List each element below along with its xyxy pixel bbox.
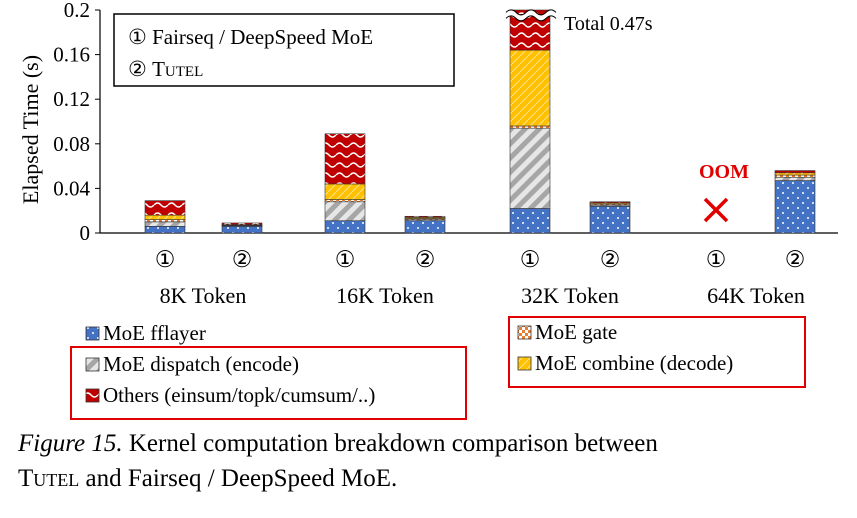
group-label: 64K Token <box>707 283 805 308</box>
bar-segment-others <box>144 200 186 216</box>
bar-label: ① <box>706 247 727 272</box>
y-tick-label: 0.12 <box>53 87 90 111</box>
bar-segment-fflayer <box>324 220 366 234</box>
legend-left: MoE fflayer MoE dispatch (encode) Others (… <box>85 321 375 407</box>
bar-segment-gate <box>774 174 816 178</box>
legend-swatch <box>85 388 100 403</box>
legend-label: MoE combine (decode) <box>535 351 733 375</box>
oom-cross <box>703 197 729 223</box>
bar-segment-fflayer <box>144 226 186 234</box>
bar-segment-gate <box>324 199 366 203</box>
total-annotation: Total 0.47s <box>564 13 653 35</box>
bar-segment-dispatch <box>774 176 816 181</box>
legend-label: MoE dispatch (encode) <box>103 352 299 376</box>
legend-label: Others (einsum/topk/cumsum/..) <box>103 383 375 407</box>
legend-right: MoE gate MoE combine (decode) <box>517 320 733 375</box>
legend-highlight-left <box>70 346 467 420</box>
caption-text-1: Kernel computation breakdown comparison … <box>122 430 658 457</box>
y-tick-label: 0.08 <box>53 132 90 156</box>
legend-label: MoE gate <box>535 320 617 344</box>
bar-label: ② <box>600 247 621 272</box>
bar-segment-combine <box>324 183 366 200</box>
axis-break <box>505 9 557 16</box>
bar-segment-combine <box>509 49 551 127</box>
bar-segment-fflayer <box>221 226 263 234</box>
legend-swatch <box>517 325 532 340</box>
bar-segment-combine <box>774 172 816 176</box>
bar-segment-others <box>774 170 816 174</box>
oom-label: OOM <box>699 161 749 183</box>
bar-label: ② <box>785 247 806 272</box>
caption-tutel: Tutel <box>18 465 80 492</box>
legend-highlight-right <box>508 316 806 388</box>
legend-swatch <box>85 357 100 372</box>
bar-label: ② <box>415 247 436 272</box>
bar-segment-others <box>324 133 366 185</box>
group-label: 16K Token <box>336 283 434 308</box>
y-axis-label: Elapsed Time (s) <box>18 55 43 204</box>
bar-segment-others <box>221 222 263 225</box>
y-tick-label: 0.2 <box>64 0 90 22</box>
bar-segment-dispatch <box>509 127 551 209</box>
axis-break <box>504 10 558 21</box>
axis-break <box>505 15 557 22</box>
bar-label: ② <box>232 247 253 272</box>
figure-caption: Figure 15. Kernel computation breakdown … <box>18 426 848 496</box>
legend-swatch <box>517 356 532 371</box>
labels: ① ② ① ② ① Total 0.47s ② ① OOM ② 8K Token 16K Token 3… <box>85 13 806 407</box>
group-label: 8K Token <box>160 283 247 308</box>
bar-segment-combine <box>144 214 186 220</box>
bar-segment-others <box>404 215 446 218</box>
inset-legend: ① Fairseq / DeepSpeed MoE ② Tutel <box>113 13 455 87</box>
bar-segment-fflayer <box>589 205 631 234</box>
y-tick-label: 0.16 <box>53 43 90 67</box>
caption-text-2: and Fairseq / DeepSpeed MoE. <box>79 465 398 492</box>
axes: 0 0.04 0.08 0.12 0.16 0.2 Elapsed Time (s) <box>18 0 838 245</box>
bars <box>144 9 816 234</box>
legend-label: MoE fflayer <box>103 321 206 345</box>
bar-segment-fflayer <box>509 208 551 234</box>
inset-legend-item-2: ② Tutel <box>128 57 203 81</box>
bar-segment-gate <box>509 125 551 129</box>
bar-segment-gate <box>144 219 186 223</box>
caption-prefix: Figure 15. <box>18 430 123 457</box>
bar-label: ① <box>335 247 356 272</box>
bar-segment-fflayer <box>774 180 816 234</box>
bar-label: ① <box>520 247 541 272</box>
bar-segment-dispatch <box>324 201 366 222</box>
y-tick-label: 0 <box>80 221 91 245</box>
bar-segment-fflayer <box>404 220 446 234</box>
bar-segment-dispatch <box>144 221 186 227</box>
legend-swatch <box>85 326 100 341</box>
inset-legend-item-1: ① Fairseq / DeepSpeed MoE <box>128 25 373 49</box>
bar-label: ① <box>155 247 176 272</box>
group-label: 32K Token <box>521 283 619 308</box>
y-tick-label: 0.04 <box>53 176 90 200</box>
bar-segment-others <box>589 201 631 204</box>
